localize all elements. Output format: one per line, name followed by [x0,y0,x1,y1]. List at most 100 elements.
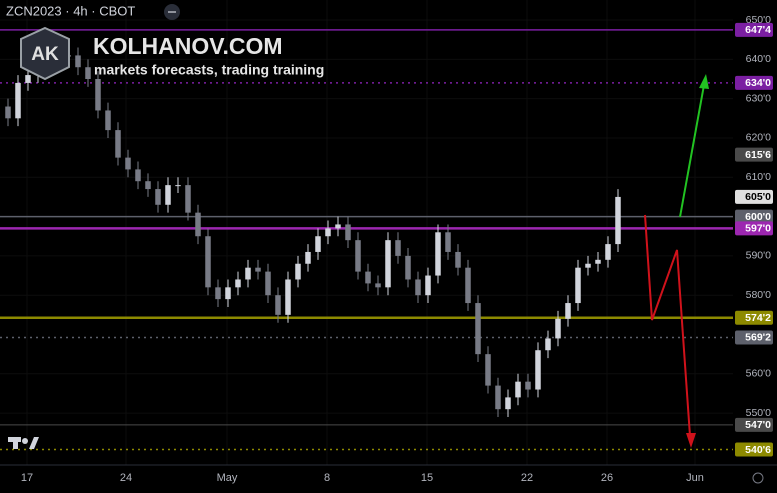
tv-logo-part [22,438,28,444]
x-tick-label: Jun [686,472,704,484]
x-tick-label: 26 [601,472,613,484]
y-tick-label: 650'0 [746,14,772,26]
levels [0,29,733,451]
y-tick-label: 640'0 [746,53,772,65]
x-tick-label: May [217,472,238,484]
candle-body [115,130,121,158]
candle-body [175,185,181,187]
level-label: 605'0 [745,191,771,203]
candle-body [295,263,301,280]
x-tick-label: 24 [120,472,132,484]
candle-body [365,271,371,284]
candle-body [385,240,391,288]
candle-body [225,287,231,300]
header: ZCN2023 · 4h · CBOT [6,3,180,20]
level-label-box [735,75,773,90]
red-arrow [644,214,691,437]
tv-logo [8,437,39,449]
candle-body [155,189,161,205]
candle-body [185,185,191,213]
candle-body [195,212,201,237]
candle-body [495,385,501,410]
x-tick-label: 15 [421,472,433,484]
candle-body [5,106,11,119]
level-label-box [735,442,773,457]
level-label: 600'0 [745,211,771,223]
candle-body [515,381,521,398]
candle-body [255,267,261,272]
tv-logo-part [13,437,18,449]
level-label: 647'4 [745,24,771,36]
candle-body [85,67,91,80]
grid [0,0,733,465]
candle-body [315,236,321,252]
candle-body [15,82,21,119]
y-tick-label: 630'0 [746,92,772,104]
candle-body [395,240,401,256]
candle-body [455,251,461,268]
candle-body [285,279,291,315]
candle-body [435,232,441,276]
candle-body [105,110,111,131]
level-label: 574'2 [745,312,771,324]
candle-body [345,224,351,241]
level-label: 634'0 [745,77,771,89]
forecast-arrows [644,74,709,448]
candle-body [595,259,601,264]
candle-body [265,271,271,296]
candle-body [605,244,611,260]
candle-body [615,196,621,245]
candle-body [275,295,281,315]
candle-body [575,267,581,304]
settings-button[interactable] [752,472,764,484]
candle-body [215,287,221,300]
candle-body [475,303,481,355]
y-tick-label: 590'0 [746,250,772,262]
candle-body [505,397,511,410]
candle-body [125,157,131,170]
level-label: 569'2 [745,332,771,344]
y-tick-label: 610'0 [746,171,772,183]
candle-body [235,279,241,288]
level-label: 547'0 [745,419,771,431]
level-label-box [735,209,773,224]
level-label-box [735,22,773,37]
candle-body [25,75,31,83]
logo-badge [20,26,70,81]
symbol: ZCN2023 · 4h · CBOT [6,3,135,18]
candle-body [135,169,141,182]
candle-body [305,251,311,264]
candle-body [565,303,571,319]
candle-body [545,338,551,351]
x-tick-label: 17 [21,472,33,484]
candle-body [95,79,101,111]
logo: AK KOLHANOV.COM markets forecasts, tradi… [20,26,324,81]
level-label-box [735,189,773,204]
candle-body [535,350,541,390]
candle-body [75,55,81,68]
level-label-box [735,221,773,236]
y-tick-label: 620'0 [746,132,772,144]
level-label: 540'6 [745,444,771,456]
level-label: 597'0 [745,223,771,235]
candle-body [555,318,561,339]
level-label-box [735,417,773,432]
candle-body [525,381,531,390]
brand: KOLHANOV.COM [93,33,283,59]
candle-body [145,181,151,190]
candle-body [375,283,381,288]
candles [5,47,621,418]
red-arrow-head [686,433,696,448]
candle-body [205,236,211,288]
candle-body [335,224,341,229]
candle-body [405,255,411,280]
green-arrow [679,84,705,218]
candle-body [165,185,171,205]
candle-body [485,354,491,386]
candle-body [425,275,431,296]
tagline: markets forecasts, trading training [94,62,324,78]
y-tick-label: 550'0 [746,407,772,419]
candle-body [245,267,251,280]
tv-logo-part [29,437,39,449]
